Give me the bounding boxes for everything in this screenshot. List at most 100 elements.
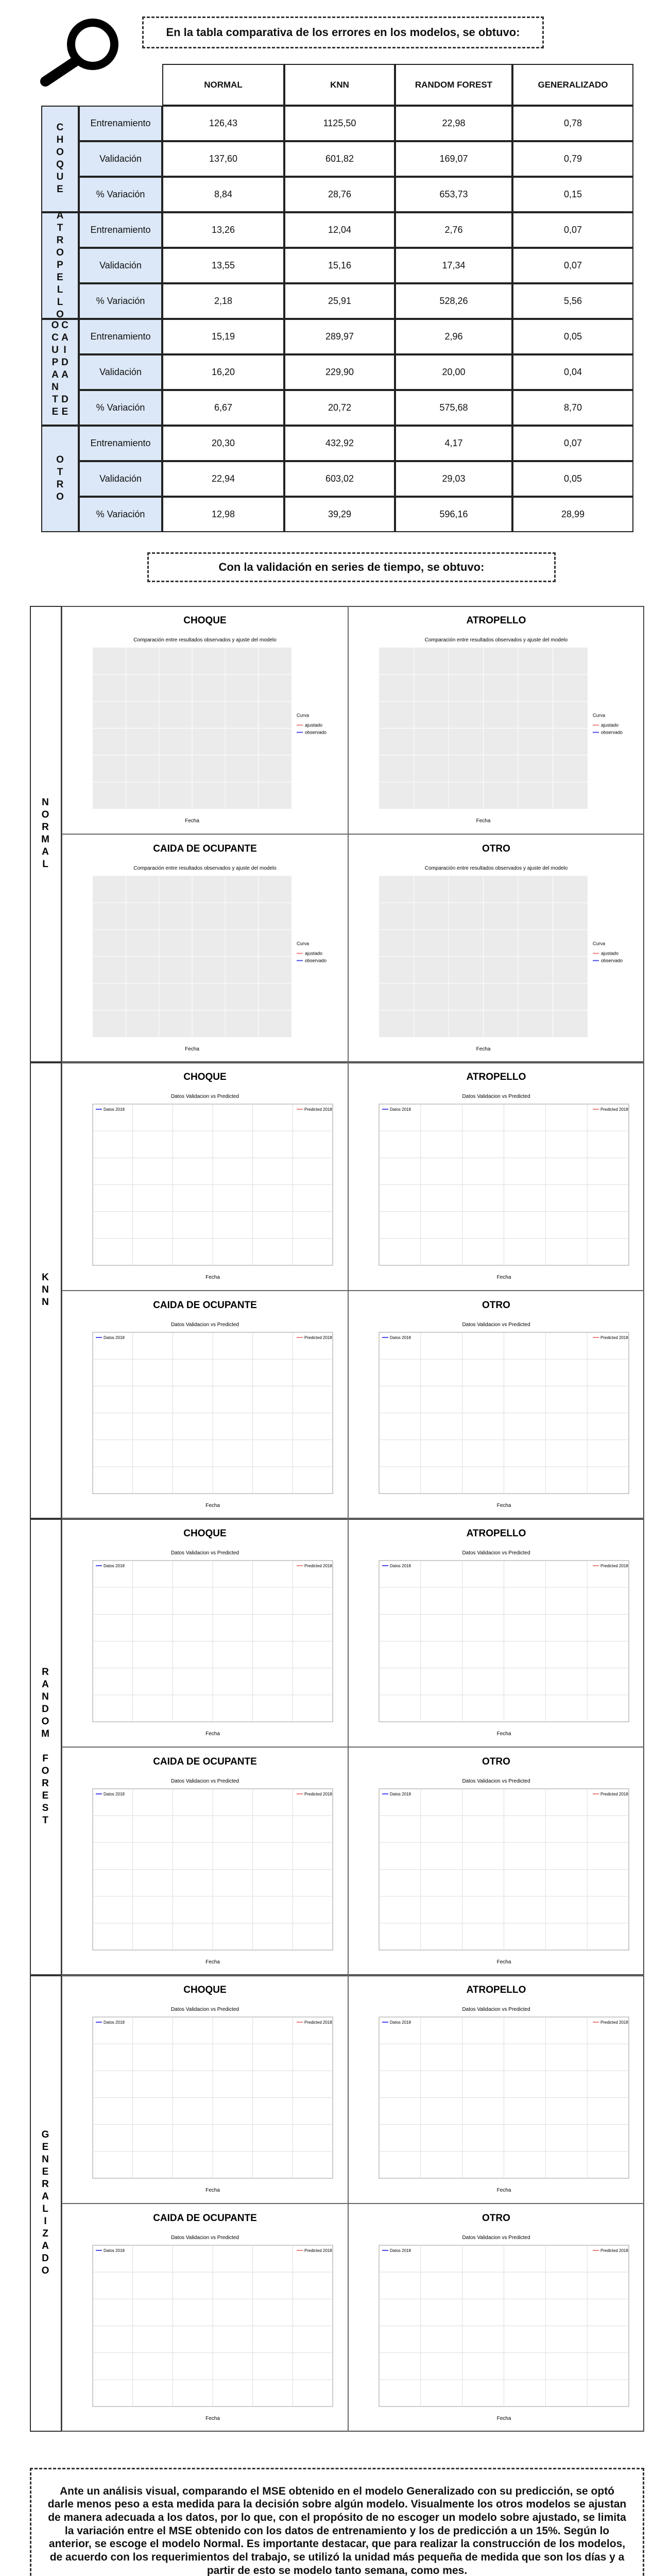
conclusion: Ante un análisis visual, comparando el M… [30, 2468, 644, 2576]
section-label: NORMAL [30, 606, 62, 1062]
x-axis-label: Fecha [497, 1731, 511, 1737]
chart-cell [348, 834, 644, 1062]
table-value: 2,18 [162, 283, 284, 319]
plot-title: Datos Validacion vs Predicted [462, 1550, 530, 1556]
chart-thumbnail: Datos Validacion vs Predicted Fecha Datos … [92, 1778, 333, 1965]
chart-thumbnail: Datos Validacion vs Predicted Fecha Datos … [379, 1094, 629, 1280]
table-value: 126,43 [162, 106, 284, 141]
chart-title: OTRO [482, 2213, 510, 2224]
chart-cell [62, 1062, 348, 1291]
table-value: 0,05 [512, 461, 633, 497]
table-value: 20,72 [284, 390, 395, 426]
table-value: 137,60 [162, 141, 284, 177]
legend-entry: Datos 2018 [390, 2020, 411, 2025]
chart-title: CHOQUE [183, 615, 227, 626]
section-label: KNN [30, 1062, 62, 1519]
x-axis-label: Fecha [185, 818, 199, 824]
plot-title: Datos Validacion vs Predicted [171, 1550, 239, 1556]
x-axis-label: Fecha [205, 1503, 220, 1509]
chart-thumbnail: Datos Validacion vs Predicted Fecha Datos … [379, 1322, 629, 1509]
chart-cell [62, 1975, 348, 2204]
legend-title: Curva [593, 941, 605, 946]
plot-title: Datos Validacion vs Predicted [462, 1094, 530, 1099]
x-axis-label: Fecha [497, 1275, 511, 1280]
legend-entry: Predicted 2018 [304, 1792, 332, 1797]
chart-title: ATROPELLO [466, 1072, 526, 1082]
x-axis-label: Fecha [497, 1503, 511, 1509]
legend-entry: Predicted 2018 [304, 1107, 332, 1112]
table-value: 653,73 [395, 177, 512, 212]
chart-thumbnail: Datos Validacion vs Predicted Fecha Datos … [92, 1094, 333, 1280]
row-label: Validación [79, 141, 162, 177]
table-value: 15,19 [162, 319, 284, 354]
legend-entry: observado [305, 730, 327, 735]
x-axis-label: Fecha [476, 1046, 491, 1052]
chart-cell [348, 1062, 644, 1291]
plot-title: Datos Validacion vs Predicted [462, 1322, 530, 1328]
legend-entry: Predicted 2018 [304, 2020, 332, 2025]
legend-entry: Predicted 2018 [600, 1335, 628, 1340]
legend-entry: Predicted 2018 [600, 2248, 628, 2253]
chart-title: ATROPELLO [466, 1985, 526, 1995]
legend-title: Curva [297, 713, 309, 718]
legend-entry: ajustado [601, 723, 619, 728]
chart-thumbnail: Comparación entre resultados observados … [379, 637, 623, 824]
plot-title: Datos Validacion vs Predicted [462, 1778, 530, 1784]
table-value: 5,56 [512, 283, 633, 319]
legend-entry: observado [601, 730, 623, 735]
section-label: GENERALIZADO [30, 1975, 62, 2432]
legend-entry: Datos 2018 [390, 2248, 411, 2253]
chart-cell [62, 834, 348, 1062]
plot-title: Datos Validacion vs Predicted [171, 2235, 239, 2241]
legend-entry: Predicted 2018 [304, 1564, 332, 1568]
table-value: 8,70 [512, 390, 633, 426]
chart-title: ATROPELLO [466, 1528, 526, 1539]
column-header: GENERALIZADO [512, 64, 633, 106]
table-value: 13,55 [162, 248, 284, 283]
row-label: Entrenamiento [79, 212, 162, 248]
chart-cell [348, 1975, 644, 2204]
plot-title: Comparación entre resultados observados … [425, 637, 568, 643]
column-header: NORMAL [162, 64, 284, 106]
section-label: RANDOM FOREST [30, 1519, 62, 1975]
chart-cell [62, 606, 348, 834]
plot-title: Datos Validacion vs Predicted [462, 2235, 530, 2241]
legend-entry: Predicted 2018 [600, 1564, 628, 1568]
table-value: 0,07 [512, 426, 633, 461]
chart-thumbnail: Datos Validacion vs Predicted Fecha Datos … [92, 1322, 333, 1509]
table-value: 432,92 [284, 426, 395, 461]
legend-entry: Predicted 2018 [304, 2248, 332, 2253]
legend-entry: Datos 2018 [104, 1107, 125, 1112]
table-value: 4,17 [395, 426, 512, 461]
group-label: CHOQUE [41, 106, 79, 212]
table-value: 20,30 [162, 426, 284, 461]
legend-entry: Datos 2018 [390, 1335, 411, 1340]
legend-entry: Datos 2018 [390, 1107, 411, 1112]
chart-thumbnail: Datos Validacion vs Predicted Fecha Datos … [92, 1550, 333, 1737]
table-value: 29,03 [395, 461, 512, 497]
legend-entry: observado [601, 958, 623, 963]
chart-title: CHOQUE [183, 1528, 227, 1539]
chart-title: CAIDA DE OCUPANTE [153, 843, 257, 854]
legend-title: Curva [593, 713, 605, 718]
table-value: 22,94 [162, 461, 284, 497]
legend-entry: Predicted 2018 [304, 1335, 332, 1340]
row-label: Validación [79, 248, 162, 283]
table-value: 16,20 [162, 354, 284, 390]
column-header: KNN [284, 64, 395, 106]
x-axis-label: Fecha [476, 818, 491, 824]
x-axis-label: Fecha [205, 1959, 220, 1965]
chart-title: OTRO [482, 843, 510, 854]
x-axis-label: Fecha [205, 1275, 220, 1280]
plot-title: Datos Validacion vs Predicted [171, 1322, 239, 1328]
row-label: Validación [79, 354, 162, 390]
plot-title: Comparación entre resultados observados … [133, 866, 277, 871]
table-value: 25,91 [284, 283, 395, 319]
legend-entry: observado [305, 958, 327, 963]
table-value: 8,84 [162, 177, 284, 212]
legend-entry: Datos 2018 [104, 1792, 125, 1797]
chart-cell [62, 1291, 348, 1519]
x-axis-label: Fecha [185, 1046, 199, 1052]
group-label: CAIDA DE OCUPANTE [41, 319, 79, 426]
chart-title: CAIDA DE OCUPANTE [153, 1300, 257, 1311]
